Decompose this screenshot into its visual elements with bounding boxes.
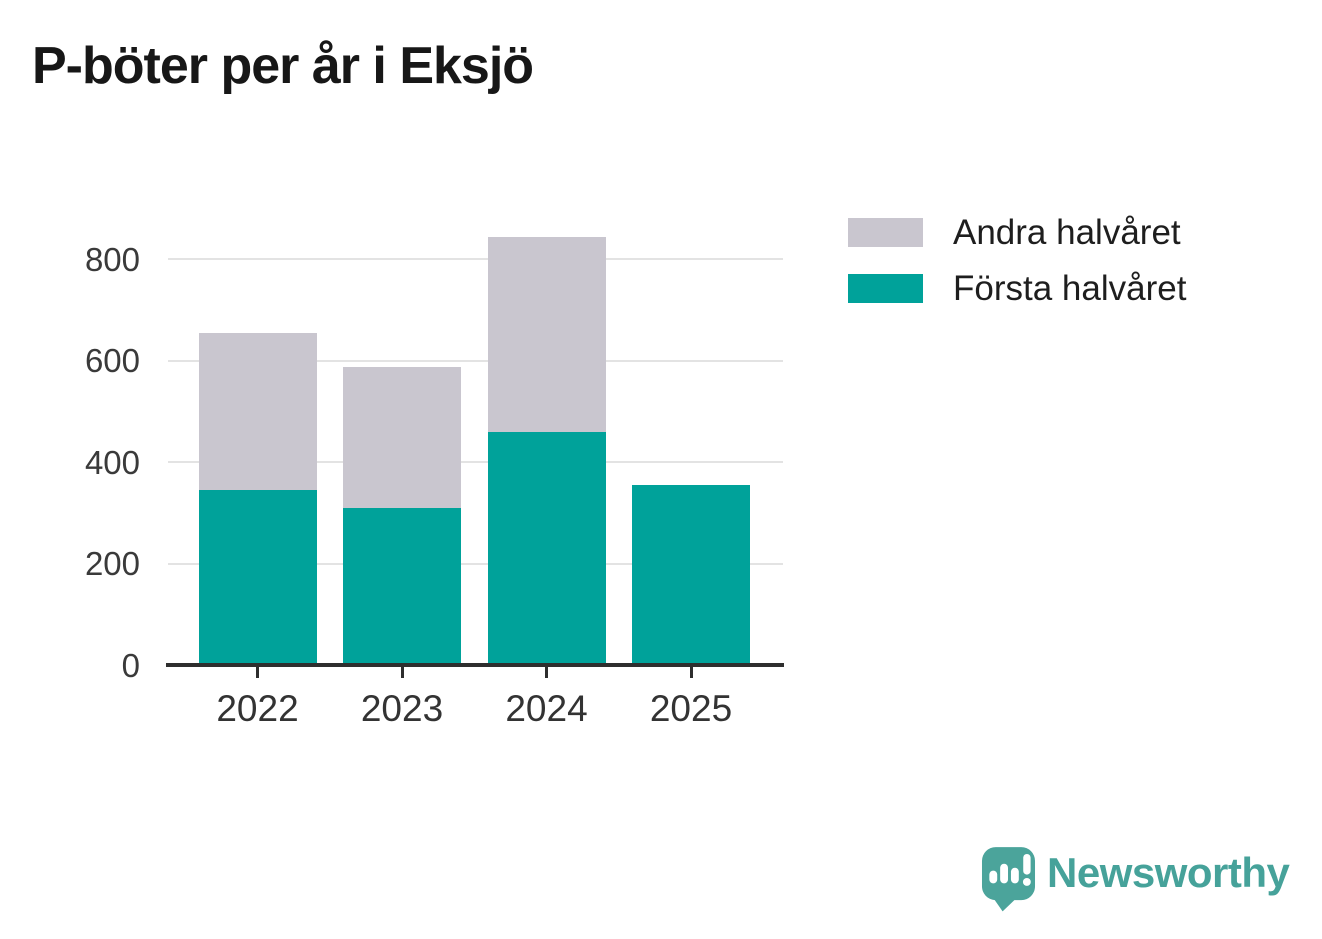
x-axis-line: [166, 663, 784, 667]
x-axis-label-2024: 2024: [505, 688, 588, 729]
legend-label: Andra halvåret: [953, 213, 1181, 252]
x-axis-tick-2022: [256, 667, 259, 678]
gridline-200: [168, 562, 783, 565]
bar-2023-forsta-halvaret: [343, 508, 461, 663]
legend-item-forsta-halvaret: Första halvåret: [848, 268, 1186, 309]
chart-title: P-böter per år i Eksjö: [32, 37, 534, 95]
bar-2023-andra-halvaret: [343, 367, 461, 509]
x-axis-label-2022: 2022: [216, 688, 299, 729]
bar-2022-andra-halvaret: [198, 333, 317, 491]
legend-swatch-andra-halvaret: [848, 218, 923, 247]
bar-2024-andra-halvaret: [487, 236, 606, 433]
x-axis-label-2023: 2023: [360, 688, 444, 729]
bar-2024-forsta-halvaret: [487, 432, 606, 663]
legend: Andra halvåret Första halvåret: [848, 212, 1186, 309]
x-axis-tick-2023: [400, 667, 404, 678]
bar-2022-forsta-halvaret: [198, 490, 317, 663]
newsworthy-wordmark: Newsworthy: [1047, 849, 1290, 896]
y-axis-tick-label: 0: [121, 646, 140, 684]
gridline-800: [168, 258, 783, 260]
x-axis-label-2025: 2025: [649, 688, 733, 729]
legend-swatch-forsta-halvaret: [848, 274, 923, 303]
legend-item-andra-halvaret: Andra halvåret: [848, 212, 1186, 253]
newsworthy-branding: Newsworthy: [981, 846, 1290, 912]
bar-2025-forsta-halvaret: [632, 485, 750, 663]
gridline-400: [168, 461, 783, 463]
legend-label: Första halvåret: [953, 269, 1187, 308]
y-axis-tick-label: 600: [84, 342, 140, 379]
x-axis-tick-2024: [545, 667, 548, 678]
x-axis-tick-2025: [689, 667, 693, 678]
y-axis-tick-label: 800: [84, 240, 140, 278]
y-axis-tick-label: 200: [84, 545, 140, 582]
gridline-600: [168, 359, 783, 362]
y-axis-tick-label: 400: [84, 443, 140, 481]
newsworthy-logo-icon: [981, 847, 1036, 912]
